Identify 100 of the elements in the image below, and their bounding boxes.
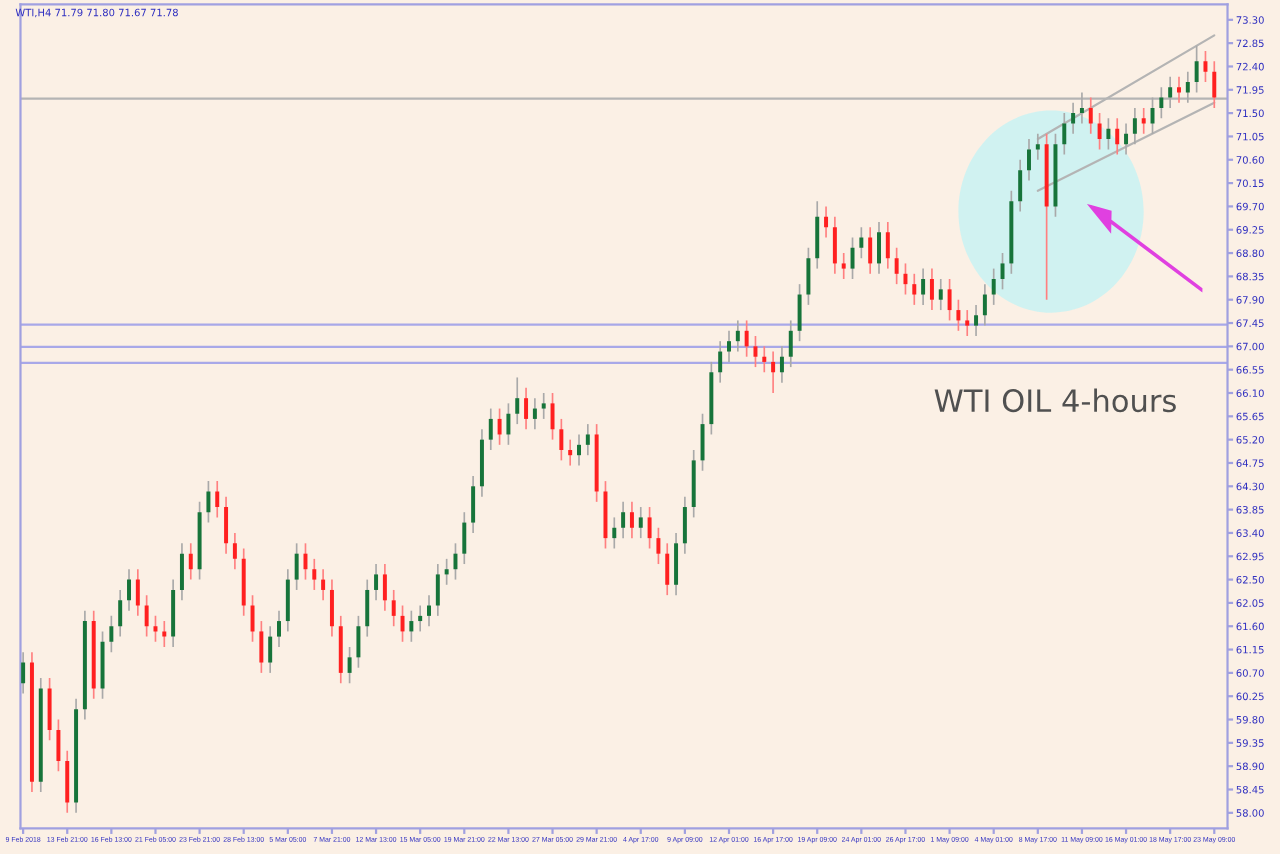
candlestick — [559, 418, 564, 462]
candlestick — [1177, 75, 1181, 104]
candlestick — [700, 412, 705, 472]
candlestick — [453, 542, 458, 581]
candlestick — [762, 345, 767, 374]
candlestick — [391, 589, 396, 628]
candlestick — [179, 542, 184, 602]
candlestick — [497, 407, 502, 446]
candlestick — [153, 615, 158, 643]
candlestick — [382, 563, 387, 612]
candlestick — [691, 449, 696, 519]
candlestick — [868, 226, 873, 275]
annotation: WTI OIL 4-hours — [934, 388, 1176, 413]
candlestick — [841, 252, 846, 280]
candlestick — [1097, 112, 1102, 151]
candlestick — [753, 335, 758, 368]
candlestick — [612, 516, 617, 550]
candlestick — [656, 526, 661, 565]
candlestick — [850, 236, 855, 280]
candlestick — [965, 309, 970, 337]
candlestick — [259, 620, 264, 674]
candlestick — [779, 345, 784, 384]
candlestick — [806, 247, 811, 306]
candlestick — [929, 267, 934, 311]
candlestick — [1027, 138, 1031, 182]
candlestick — [338, 615, 343, 685]
candlestick — [144, 594, 149, 638]
candlestick — [744, 319, 749, 358]
candlestick — [974, 304, 979, 337]
candlestick — [321, 568, 326, 602]
candlestick — [506, 402, 511, 446]
candlestick — [647, 506, 652, 550]
candlestick — [303, 542, 308, 581]
candlestick — [859, 226, 864, 260]
candlestick — [418, 604, 423, 633]
candlestick — [1088, 96, 1093, 135]
candlestick — [577, 433, 581, 467]
candlestick — [56, 718, 61, 773]
candlestick — [329, 578, 334, 638]
candlestick — [21, 651, 26, 695]
candlestick — [550, 392, 555, 441]
candlestick — [1203, 50, 1208, 83]
candlestick — [206, 480, 211, 524]
candlestick — [524, 386, 529, 431]
candlestick — [947, 278, 952, 322]
candlestick — [241, 547, 246, 617]
candlestick — [912, 272, 917, 306]
candlestick — [665, 542, 670, 596]
candlestick — [47, 677, 52, 742]
candlestick — [603, 480, 608, 550]
candlestick — [1000, 252, 1005, 291]
candlestick — [921, 267, 926, 306]
candlestick — [815, 200, 820, 270]
candlestick — [568, 438, 573, 467]
candlestick — [294, 542, 299, 591]
candlestick — [127, 568, 131, 612]
candlestick — [1141, 107, 1146, 135]
candlestick — [1106, 117, 1111, 151]
candlestick — [1018, 158, 1023, 213]
candlestick — [956, 298, 961, 332]
candlestick — [374, 563, 379, 602]
candlestick — [65, 749, 70, 814]
candlestick — [894, 247, 899, 285]
candlestick — [109, 615, 114, 653]
candlestick — [232, 532, 237, 571]
candlestick — [171, 578, 176, 648]
candlestick — [718, 340, 723, 384]
candlestick — [215, 480, 220, 519]
candlestick — [585, 423, 590, 457]
candlestick — [427, 594, 431, 628]
candlestick — [162, 620, 167, 648]
candlestick — [797, 283, 802, 343]
candlestick — [479, 428, 484, 498]
candlestick — [188, 542, 193, 581]
candlestick — [100, 630, 105, 700]
candlestick — [674, 532, 679, 596]
candlestick — [788, 319, 793, 368]
candlestick — [1194, 44, 1199, 94]
candlestick — [515, 376, 520, 425]
candlestick — [885, 221, 890, 270]
candlestick — [400, 604, 405, 643]
candlestick — [832, 215, 837, 275]
candlestick — [1124, 122, 1129, 156]
candlestick — [365, 578, 370, 638]
candlestick — [409, 609, 414, 643]
candlestick — [347, 646, 352, 685]
candlestick — [250, 594, 255, 643]
candlestick — [268, 625, 273, 674]
candlestick — [1132, 107, 1137, 146]
candlestick — [638, 506, 643, 539]
candlestick — [277, 609, 281, 648]
candlestick — [118, 589, 123, 638]
candlestick — [532, 397, 537, 431]
candlestick — [224, 495, 229, 555]
candlestick — [771, 350, 776, 394]
candlestick — [629, 501, 634, 539]
candlestick — [471, 475, 476, 534]
candlestick — [312, 558, 317, 591]
candlestick — [982, 283, 987, 327]
candlestick — [877, 221, 881, 275]
